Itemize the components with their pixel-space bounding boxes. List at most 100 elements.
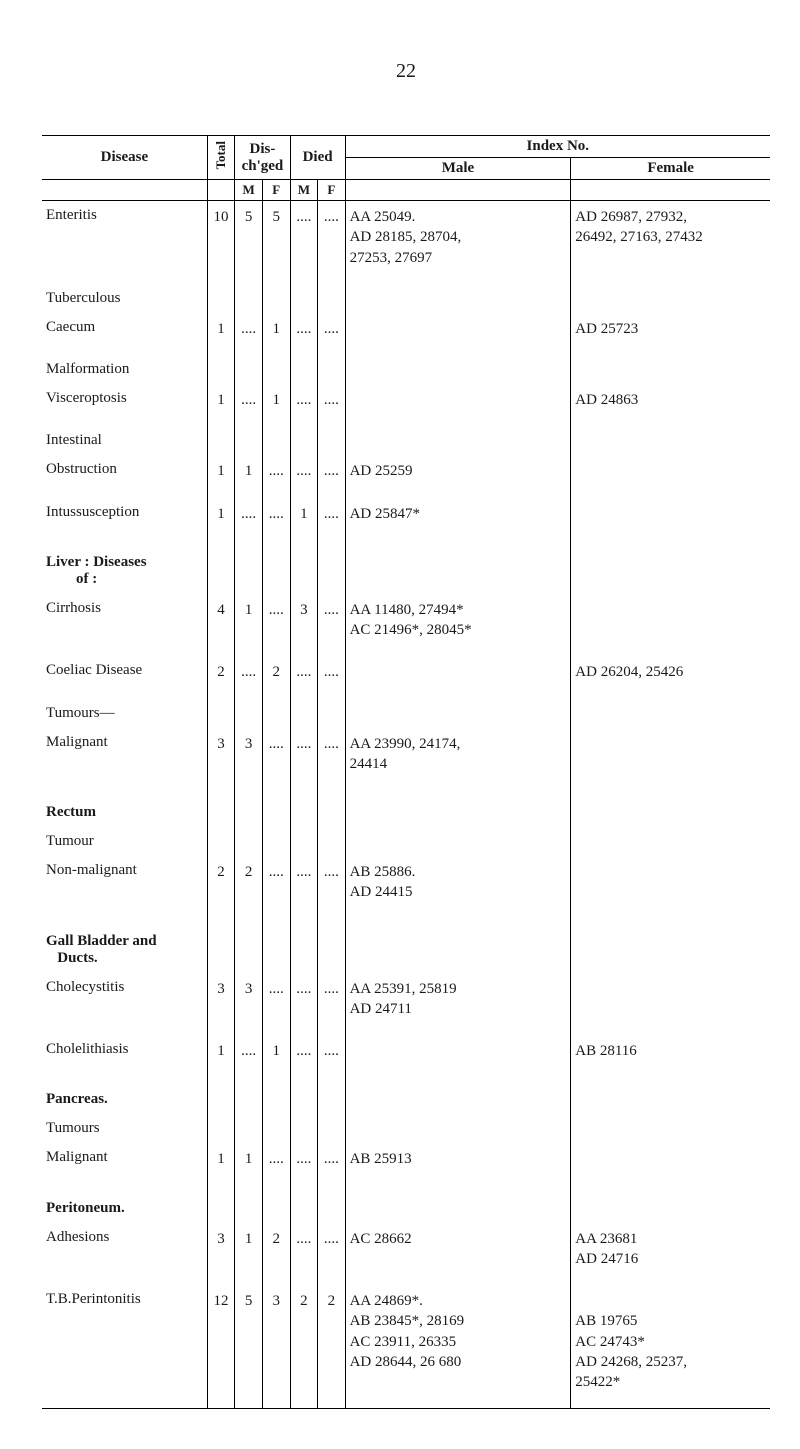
died-f: .... [318, 856, 345, 909]
table-row: Obstruction11............AD 25259 [42, 455, 770, 487]
col-died-m: M [290, 180, 317, 201]
disease-name: Malformation [42, 355, 207, 384]
disease-name: Peritoneum. [42, 1186, 207, 1223]
table-row: Pancreas. [42, 1077, 770, 1114]
discharged-m: 1 [235, 594, 263, 647]
index-female [571, 973, 770, 1026]
index-female: AB 28116 [571, 1035, 770, 1067]
table-row: Malignant11............AB 25913 [42, 1143, 770, 1175]
index-female: AD 24863 [571, 384, 770, 416]
disease-name: Enteritis [42, 201, 207, 274]
total: 12 [207, 1285, 234, 1398]
died-m: .... [290, 728, 317, 781]
index-male: AB 25913 [345, 1143, 571, 1175]
died-f: .... [318, 498, 345, 530]
total: 4 [207, 594, 234, 647]
table-row: Tumours— [42, 699, 770, 728]
col-died: Died [290, 136, 345, 180]
index-male: AA 25391, 25819 AD 24711 [345, 973, 571, 1026]
total: 3 [207, 1223, 234, 1276]
disease-name: Liver : Diseases of : [42, 540, 207, 594]
total: 10 [207, 201, 234, 274]
total: 3 [207, 973, 234, 1026]
discharged-f: .... [262, 455, 290, 487]
index-female [571, 1143, 770, 1175]
discharged-m: 5 [235, 1285, 263, 1398]
table-row: Cholecystitis33............AA 25391, 258… [42, 973, 770, 1026]
disease-name: Malignant [42, 728, 207, 781]
discharged-f: .... [262, 594, 290, 647]
died-m: .... [290, 856, 317, 909]
index-male: AA 24869*. AB 23845*, 28169 AC 23911, 26… [345, 1285, 571, 1398]
discharged-m: .... [235, 498, 263, 530]
died-f: .... [318, 1143, 345, 1175]
disease-name: Adhesions [42, 1223, 207, 1276]
index-female [571, 594, 770, 647]
table-row: Tumours [42, 1114, 770, 1143]
disease-name: Cholecystitis [42, 973, 207, 1026]
discharged-m: 1 [235, 1223, 263, 1276]
died-m: 3 [290, 594, 317, 647]
page: 22 Disease Total Dis- ch'ged Died Index … [0, 0, 800, 1449]
total: 2 [207, 856, 234, 909]
col-female: Female [571, 158, 770, 180]
died-f: .... [318, 384, 345, 416]
table-row: Adhesions312........AC 28662AA 23681 AD … [42, 1223, 770, 1276]
discharged-f: 1 [262, 313, 290, 345]
index-male: AB 25886. AD 24415 [345, 856, 571, 909]
table-row: Liver : Diseases of : [42, 540, 770, 594]
index-male: AA 23990, 24174, 24414 [345, 728, 571, 781]
discharged-f: .... [262, 728, 290, 781]
discharged-f: .... [262, 1143, 290, 1175]
index-male [345, 1035, 571, 1067]
total: 1 [207, 384, 234, 416]
died-f: .... [318, 313, 345, 345]
died-f: .... [318, 201, 345, 274]
discharged-m: 3 [235, 728, 263, 781]
col-discharged-f: F [262, 180, 290, 201]
died-m: .... [290, 1035, 317, 1067]
disease-name: Non-malignant [42, 856, 207, 909]
discharged-m: 1 [235, 455, 263, 487]
discharged-m: 2 [235, 856, 263, 909]
total: 1 [207, 313, 234, 345]
index-male: AA 11480, 27494* AC 21496*, 28045* [345, 594, 571, 647]
col-male: Male [345, 158, 571, 180]
index-male: AD 25847* [345, 498, 571, 530]
discharged-f: 1 [262, 384, 290, 416]
total: 1 [207, 498, 234, 530]
table-row: Intestinal [42, 426, 770, 455]
disease-name: Tuberculous [42, 284, 207, 313]
died-m: 1 [290, 498, 317, 530]
index-female: AB 19765 AC 24743* AD 24268, 25237, 2542… [571, 1285, 770, 1398]
col-discharged: Dis- ch'ged [235, 136, 290, 180]
disease-index-table: Disease Total Dis- ch'ged Died Index No.… [42, 135, 770, 1409]
table-row: Caecum1....1........AD 25723 [42, 313, 770, 345]
died-f: .... [318, 455, 345, 487]
disease-name: Tumours— [42, 699, 207, 728]
total: 1 [207, 1035, 234, 1067]
died-f: .... [318, 1223, 345, 1276]
total: 2 [207, 656, 234, 688]
discharged-f: 2 [262, 656, 290, 688]
index-male [345, 656, 571, 688]
disease-name: Cholelithiasis [42, 1035, 207, 1067]
table-row: Malformation [42, 355, 770, 384]
died-m: .... [290, 384, 317, 416]
table-row: Enteritis1055........AA 25049. AD 28185,… [42, 201, 770, 274]
died-f: 2 [318, 1285, 345, 1398]
table-row: Coeliac Disease2....2........AD 26204, 2… [42, 656, 770, 688]
disease-name: Malignant [42, 1143, 207, 1175]
discharged-f: 3 [262, 1285, 290, 1398]
table-row: Tumour [42, 827, 770, 856]
total: 1 [207, 1143, 234, 1175]
index-female: AA 23681 AD 24716 [571, 1223, 770, 1276]
index-female: AD 26987, 27932, 26492, 27163, 27432 [571, 201, 770, 274]
died-m: .... [290, 973, 317, 1026]
index-male: AD 25259 [345, 455, 571, 487]
died-m: .... [290, 455, 317, 487]
index-female [571, 728, 770, 781]
discharged-f: 5 [262, 201, 290, 274]
discharged-f: 1 [262, 1035, 290, 1067]
table-row: Non-malignant22............AB 25886. AD … [42, 856, 770, 909]
